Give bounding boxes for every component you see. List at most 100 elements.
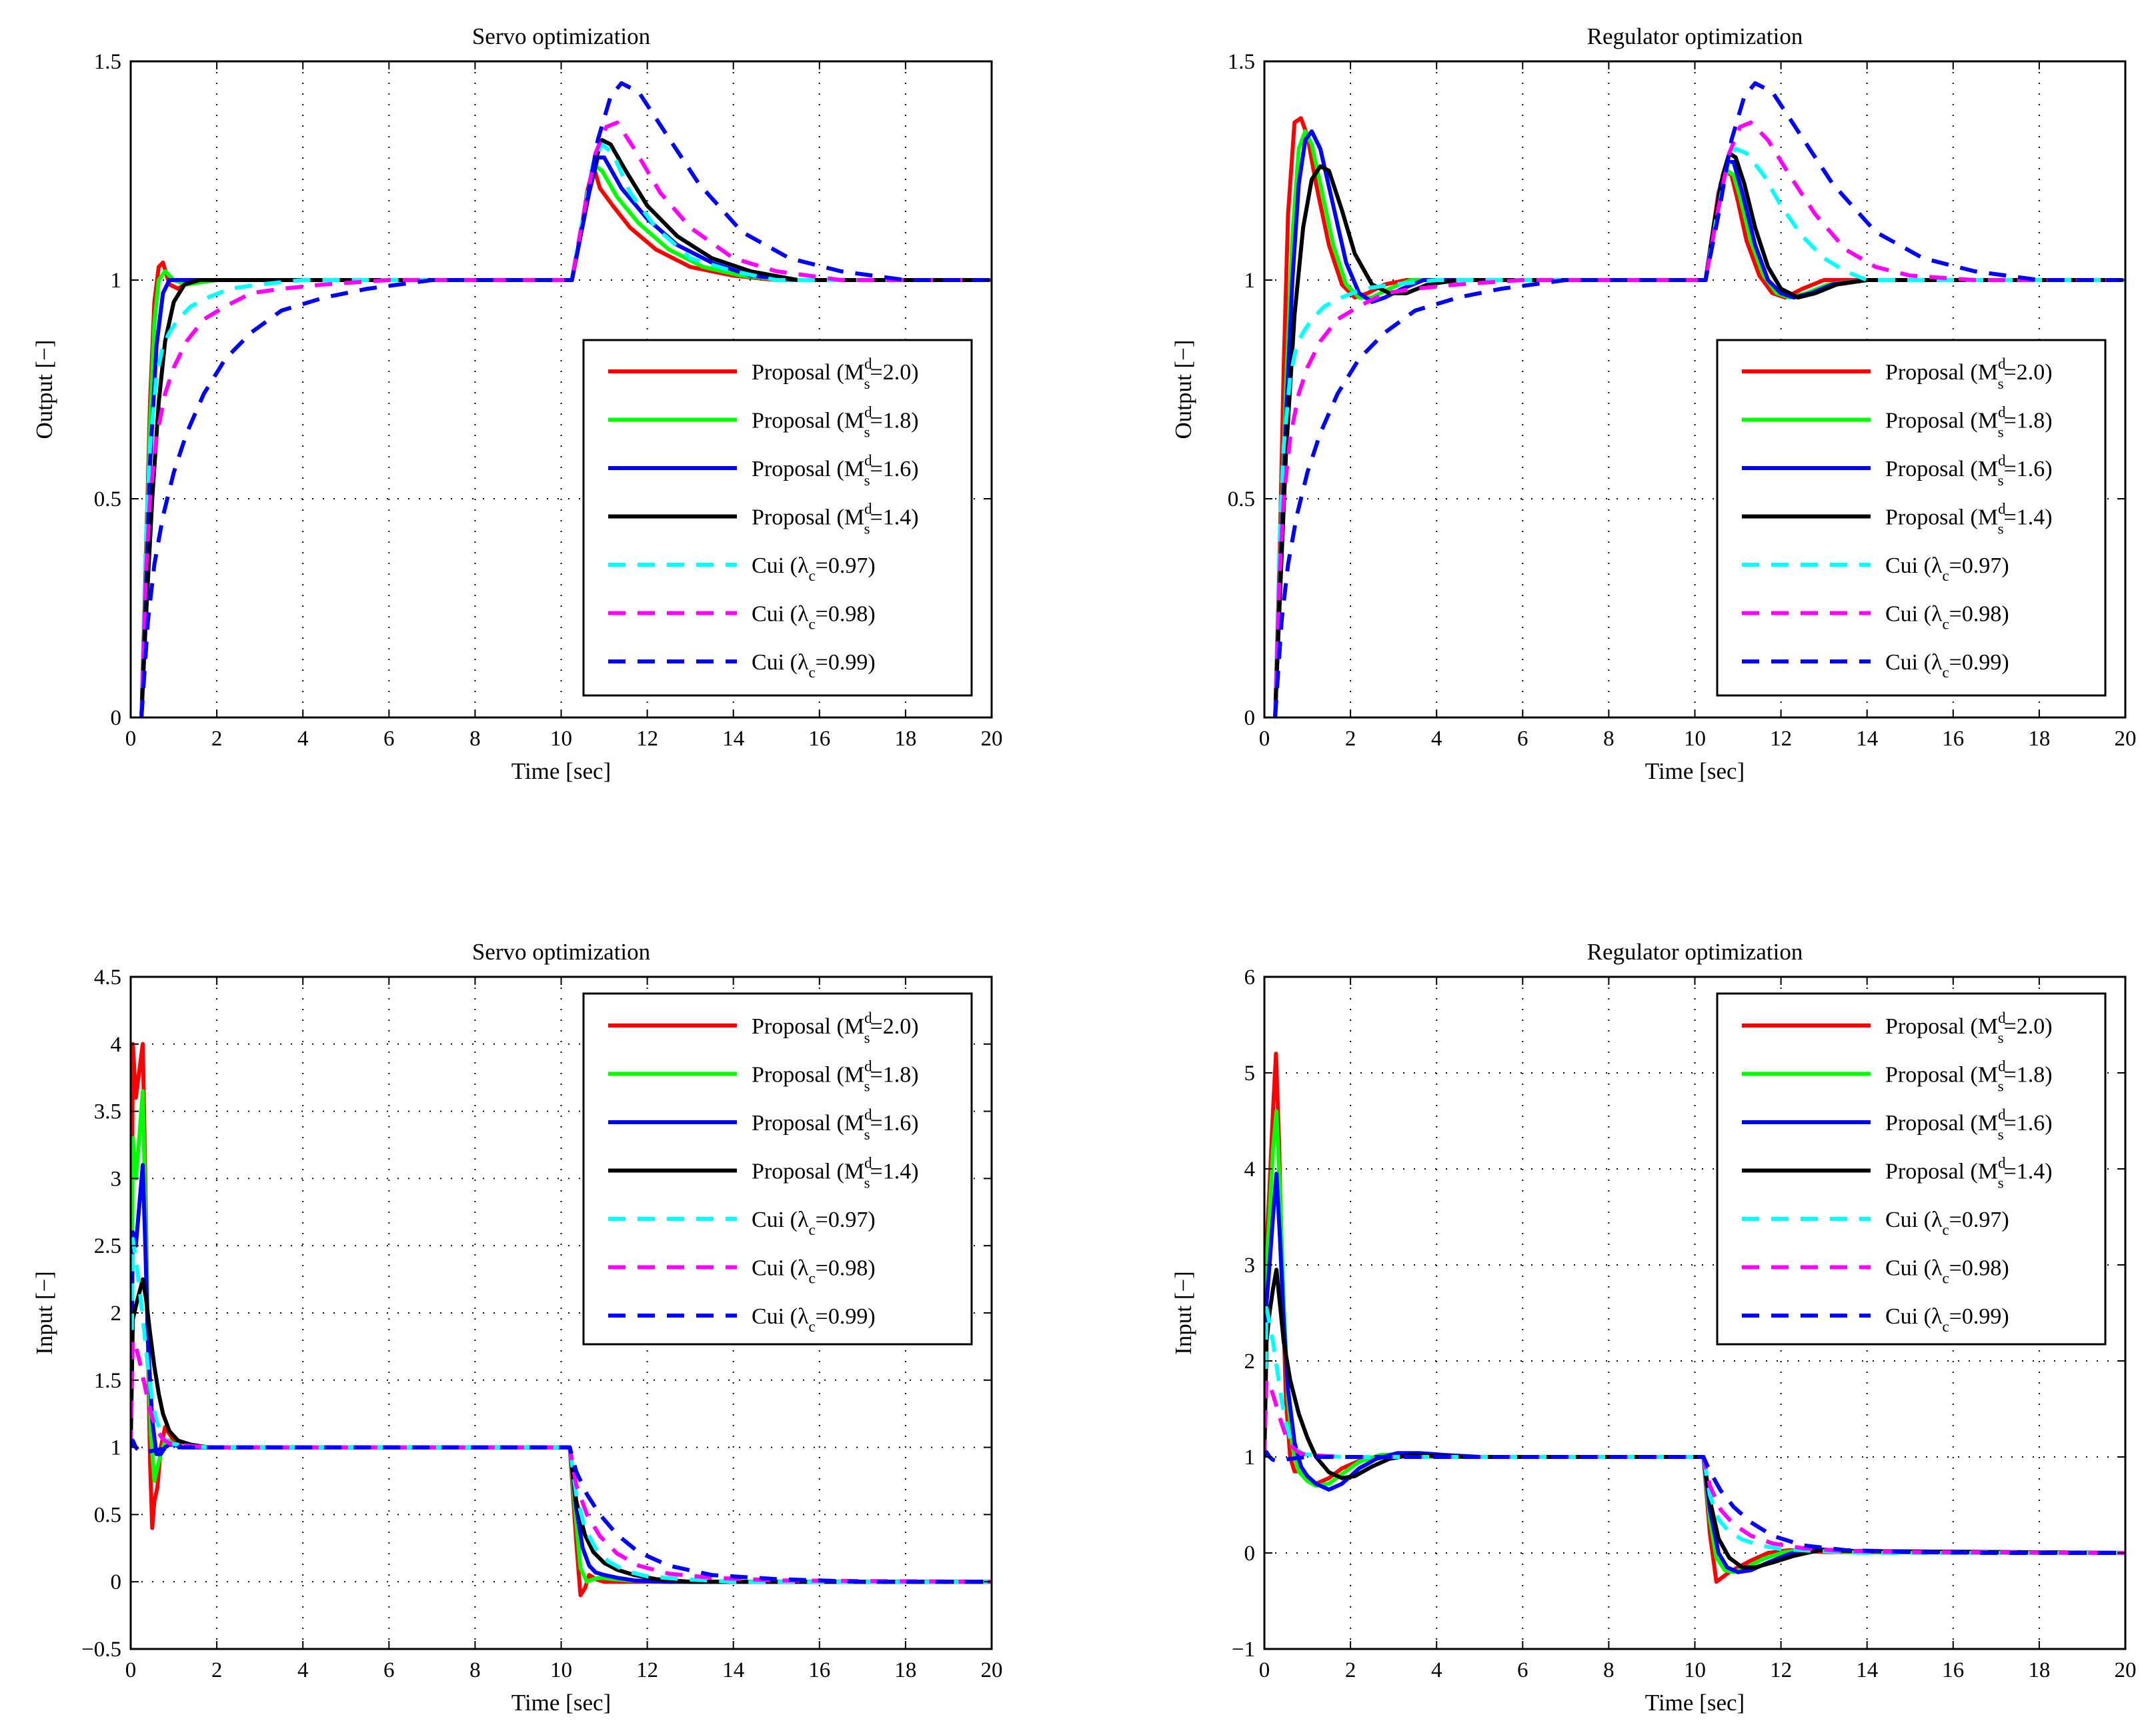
legend-label: Proposal (Md s=1.8) — [1885, 404, 2053, 441]
ticks: 0 2 4 6 8 10 12 14 16 18 20 0 0.5 1 1.5 — [1228, 50, 2137, 751]
y-axis-label: Output [−] — [1170, 339, 1196, 439]
panel-2: 0 2 4 6 8 10 12 14 16 18 20 0 0.5 1 1.5 Regulator optim… — [1170, 23, 2137, 784]
legend-item: Cui (λc=0.99) — [1742, 1304, 2009, 1335]
y-tick-label: 4 — [111, 1033, 122, 1057]
y-tick-label: 1.5 — [1228, 50, 1255, 74]
legend-label: Proposal (Md s=1.4) — [752, 1155, 919, 1192]
legend-item: Proposal (Md s=2.0) — [1742, 1010, 2053, 1046]
legend-label: Cui (λc=0.97) — [752, 1208, 876, 1238]
y-tick-label: 4.5 — [94, 966, 121, 990]
x-axis-label: Time [sec] — [1645, 1690, 1745, 1716]
y-tick-label: −0.5 — [81, 1638, 121, 1662]
legend-label: Proposal (Md s=1.4) — [1885, 501, 2053, 537]
x-tick-label: 6 — [383, 1658, 395, 1682]
x-tick-label: 12 — [636, 1658, 658, 1682]
x-tick-label: 14 — [1856, 1658, 1878, 1682]
legend-item: Cui (λc=0.98) — [1742, 1256, 2009, 1287]
x-tick-label: 16 — [808, 1658, 830, 1682]
y-axis-label: Output [−] — [31, 339, 57, 439]
legend-label: Proposal (Md s=1.8) — [752, 1058, 919, 1095]
series-line-7 — [1264, 1450, 2125, 1555]
ticks: 0 2 4 6 8 10 12 14 16 18 20−0.500.511.522.533.544.… — [81, 966, 1002, 1682]
series-line-6 — [1264, 1378, 2125, 1555]
series-group — [1273, 81, 2125, 717]
legend-item: Proposal (Md s=1.8) — [1742, 404, 2053, 441]
x-tick-label: 0 — [125, 727, 137, 751]
legend-label: Cui (λc=0.98) — [1885, 602, 2009, 633]
legend-item: Cui (λc=0.97) — [1742, 1208, 2009, 1238]
legend-label: Proposal (Md s=2.0) — [752, 355, 919, 392]
legend-item: Proposal (Md s=1.4) — [1742, 501, 2053, 537]
panel-3: 0 2 4 6 8 10 12 14 16 18 20−0.500.511.522.533.544.… — [31, 939, 1003, 1716]
legend-label: Cui (λc=0.99) — [752, 1304, 876, 1335]
x-tick-label: 12 — [1770, 1658, 1792, 1682]
x-tick-label: 0 — [1259, 727, 1270, 751]
x-tick-label: 18 — [894, 1658, 916, 1682]
x-tick-label: 10 — [550, 1658, 572, 1682]
legend-item: Proposal (Md s=1.6) — [608, 1106, 919, 1143]
x-tick-label: 10 — [1684, 727, 1706, 751]
legend-item: Cui (λc=0.99) — [608, 1304, 876, 1335]
chart-title: Regulator optimization — [1587, 23, 1803, 49]
x-tick-label: 4 — [1431, 1658, 1442, 1682]
y-tick-label: 1 — [111, 1436, 122, 1460]
x-tick-label: 16 — [1942, 727, 1964, 751]
series-group — [1264, 1052, 2125, 1584]
y-tick-label: 2.5 — [94, 1234, 121, 1258]
legend-item: Proposal (Md s=1.4) — [1742, 1155, 2053, 1192]
y-tick-label: 0.5 — [94, 487, 121, 511]
legend-item: Proposal (Md s=1.8) — [608, 404, 919, 441]
x-axis-label: Time [sec] — [511, 758, 611, 784]
legend-label: Proposal (Md s=2.0) — [752, 1010, 919, 1046]
x-tick-label: 2 — [211, 1658, 223, 1682]
y-tick-label: 0 — [111, 1570, 122, 1594]
legend-label: Cui (λc=0.98) — [752, 602, 876, 633]
y-tick-label: 0.5 — [1228, 487, 1255, 511]
chart-title: Servo optimization — [472, 23, 650, 49]
y-tick-label: 1.5 — [94, 1369, 121, 1393]
legend-label: Cui (λc=0.99) — [1885, 1304, 2009, 1335]
y-tick-label: 5 — [1244, 1062, 1256, 1086]
legend: Proposal (Md s=2.0) Proposal (Md s=1.8) Prop… — [582, 339, 973, 697]
y-tick-label: 6 — [1244, 966, 1256, 990]
series-line-6 — [139, 120, 992, 717]
y-tick-label: 1 — [1244, 1446, 1256, 1470]
legend-item: Proposal (Md s=1.6) — [608, 452, 919, 489]
series-line-5 — [1264, 1306, 2125, 1555]
y-tick-label: 0 — [111, 706, 122, 730]
series-line-6 — [131, 1338, 992, 1584]
x-tick-label: 12 — [636, 727, 658, 751]
legend-item: Cui (λc=0.99) — [1742, 650, 2009, 681]
series-line-7 — [131, 1438, 992, 1584]
legend-item: Cui (λc=0.97) — [608, 553, 876, 584]
y-tick-label: 4 — [1244, 1158, 1256, 1182]
x-tick-label: 18 — [2028, 727, 2050, 751]
legend: Proposal (Md s=2.0) Proposal (Md s=1.8) Prop… — [1716, 339, 2107, 697]
legend-label: Cui (λc=0.97) — [1885, 1208, 2009, 1238]
x-tick-label: 0 — [1259, 1658, 1270, 1682]
x-tick-label: 18 — [894, 727, 916, 751]
legend-label: Cui (λc=0.97) — [752, 553, 876, 584]
legend-item: Proposal (Md s=2.0) — [608, 355, 919, 392]
x-tick-label: 4 — [1431, 727, 1442, 751]
x-tick-label: 14 — [722, 727, 744, 751]
legend-label: Proposal (Md s=2.0) — [1885, 355, 2053, 392]
legend-label: Proposal (Md s=1.6) — [752, 1106, 919, 1143]
legend-label: Cui (λc=0.98) — [752, 1256, 876, 1287]
legend-label: Proposal (Md s=1.4) — [1885, 1155, 2053, 1192]
legend-item: Proposal (Md s=1.6) — [1742, 452, 2053, 489]
y-tick-label: 1 — [111, 269, 122, 293]
y-tick-label: 3.5 — [94, 1100, 121, 1124]
y-tick-label: 2 — [111, 1302, 122, 1326]
legend-item: Proposal (Md s=2.0) — [608, 1010, 919, 1046]
panel-1: 0 2 4 6 8 10 12 14 16 18 20 0 0.5 1 1.5 Servo optimizat… — [31, 23, 1003, 784]
legend-item: Proposal (Md s=1.4) — [608, 1155, 919, 1192]
y-tick-label: 1.5 — [94, 50, 121, 74]
ticks: 0 2 4 6 8 10 12 14 16 18 20 0 0.5 1 1.5 — [94, 50, 1003, 751]
x-tick-label: 6 — [1517, 727, 1528, 751]
legend-label: Proposal (Md s=1.6) — [1885, 452, 2053, 489]
x-tick-label: 2 — [211, 727, 223, 751]
